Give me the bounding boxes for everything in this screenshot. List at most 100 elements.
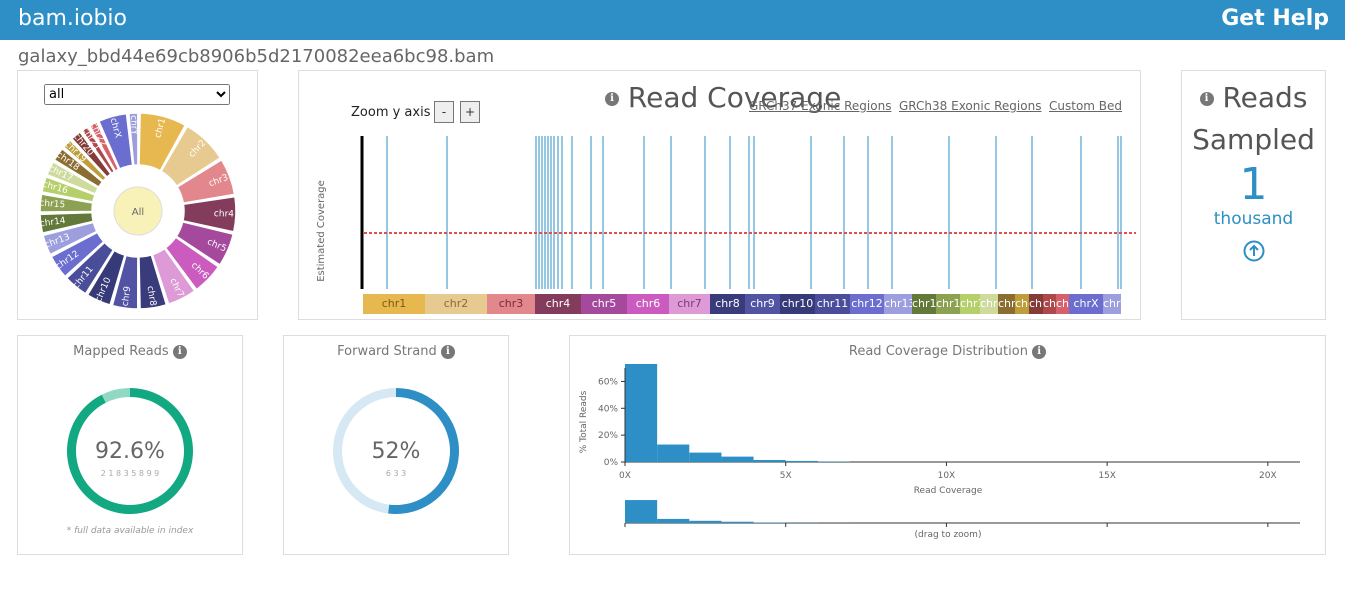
- donut-segment-chrY[interactable]: chrY: [128, 112, 139, 167]
- chromosome-donut[interactable]: chr1chr2chr3chr4chr5chr6chr7chr8chr9chr1…: [18, 71, 259, 321]
- coverage-distribution-card: Read Coverage Distribution i % Total Rea…: [569, 335, 1326, 555]
- histogram-bar: [753, 459, 786, 462]
- info-icon[interactable]: i: [605, 92, 619, 106]
- donut-segment-chr13[interactable]: chr13: [42, 221, 98, 256]
- chromosome-tab-chr6[interactable]: chr6: [627, 294, 669, 314]
- chromosome-tab-chr17[interactable]: chr17: [980, 294, 998, 314]
- donut-segment-chr1[interactable]: chr1: [138, 112, 187, 172]
- zoom-y-axis-label: Zoom y axis: [351, 105, 431, 120]
- forward-strand-title: Forward Strand i: [284, 344, 508, 359]
- histogram-y-axis-label: % Total Reads: [579, 390, 589, 453]
- coverage-y-axis-label: Estimated Coverage: [316, 180, 327, 282]
- get-help-link[interactable]: Get Help: [1221, 6, 1329, 31]
- gauge-remainder: [332, 388, 396, 514]
- info-icon[interactable]: i: [1032, 344, 1047, 359]
- histogram-bar: [785, 460, 818, 462]
- donut-segment-chr16[interactable]: chr16: [41, 175, 96, 203]
- chromosome-tab-chr9[interactable]: chr9: [745, 294, 780, 314]
- donut-segment-chr4[interactable]: chr4: [182, 195, 237, 233]
- drag-to-zoom-label: (drag to zoom): [915, 530, 982, 540]
- histogram-x-axis-label: Read Coverage: [914, 486, 983, 496]
- histogram-bar: [657, 444, 690, 462]
- donut-center-all[interactable]: All: [113, 186, 163, 236]
- chromosome-tab-chrY[interactable]: chrY: [1103, 294, 1121, 314]
- reads-sampled-unit: thousand: [1213, 209, 1294, 229]
- y-tick-label: 40%: [598, 404, 618, 414]
- chromosome-tab-chr7[interactable]: chr7: [669, 294, 710, 314]
- coverage-plot[interactable]: Estimated Coverage: [299, 71, 1142, 321]
- donut-segment-chrX[interactable]: chrX: [97, 112, 134, 170]
- mapped-reads-title: Mapped Reads i: [18, 344, 242, 359]
- donut-segment-chr14[interactable]: chr14: [39, 211, 95, 234]
- chromosome-select[interactable]: all: [44, 84, 230, 105]
- custom-bed-link[interactable]: Custom Bed: [1049, 99, 1123, 113]
- coverage-distribution-title: Read Coverage Distribution i: [570, 344, 1325, 359]
- donut-segment-chr11[interactable]: chr11: [65, 241, 115, 295]
- chromosome-tab-chr19[interactable]: chr19: [1015, 294, 1029, 314]
- chromosome-tab-chr13[interactable]: chr13: [884, 294, 912, 314]
- donut-segment-label: chr8: [144, 285, 157, 307]
- chromosome-tab-chr21[interactable]: chr21: [1043, 294, 1056, 314]
- brush-bar: [625, 500, 658, 523]
- x-tick-label: 15X: [1098, 471, 1116, 481]
- donut-segment-chr5[interactable]: chr5: [175, 220, 235, 266]
- reads-sampled-title-line2: Sampled: [1192, 123, 1315, 156]
- zoom-out-button[interactable]: -: [434, 101, 454, 123]
- x-tick-label: 0X: [619, 471, 631, 481]
- chromosome-selector-card: all chr1 chr2 chr3 chr4 chr5 chr6 chr7 chr8 chr9…: [17, 70, 258, 320]
- mapped-reads-footnote: * full data available in index: [66, 526, 194, 536]
- chromosome-tab-chr4[interactable]: chr4: [535, 294, 581, 314]
- read-coverage-title: i Read Coverage: [605, 81, 841, 114]
- donut-segment-chr15[interactable]: chr15: [39, 193, 94, 213]
- x-tick-label: 20X: [1259, 471, 1277, 481]
- grch38-exonic-regions-link[interactable]: GRCh38 Exonic Regions: [899, 99, 1042, 113]
- grch37-exonic-regions-link[interactable]: GRCh37 Exonic Regions: [749, 99, 892, 113]
- info-icon[interactable]: i: [1199, 92, 1214, 106]
- donut-segment-chr6[interactable]: chr6: [164, 236, 220, 291]
- forward-strand-card: Forward Strand i 52% 6 3 3: [283, 335, 509, 555]
- brush-bar: [657, 518, 690, 523]
- histogram-bar: [625, 363, 658, 462]
- donut-segment-chr8[interactable]: chr8: [138, 254, 168, 310]
- sample-more-icon[interactable]: [1243, 240, 1265, 262]
- reads-sampled-card: i Reads Sampled 1 thousand: [1181, 70, 1326, 320]
- chromosome-tab-chr14[interactable]: chr14: [912, 294, 936, 314]
- chromosome-tab-chr8[interactable]: chr8: [710, 294, 745, 314]
- mapped-reads-donut: 92.6% 2 1 8 3 5 8 9 9: [67, 388, 193, 514]
- zoom-in-button[interactable]: +: [460, 101, 480, 123]
- chromosome-tab-chr15[interactable]: chr15: [936, 294, 960, 314]
- chromosome-tab-chr12[interactable]: chr12: [850, 294, 884, 314]
- chromosome-tab-chr18[interactable]: chr18: [998, 294, 1015, 314]
- chromosome-tab-chr16[interactable]: chr16: [960, 294, 980, 314]
- forward-strand-percent: 52%: [372, 439, 421, 464]
- forward-strand-donut: 52% 6 3 3: [332, 388, 459, 514]
- donut-segment-chr9[interactable]: chr9: [111, 254, 139, 310]
- donut-segment-chr7[interactable]: chr7: [151, 247, 196, 306]
- info-icon[interactable]: i: [172, 344, 187, 359]
- info-icon[interactable]: i: [440, 344, 455, 359]
- chromosome-tab-chr2[interactable]: chr2: [425, 294, 487, 314]
- y-tick-label: 60%: [598, 377, 618, 387]
- read-coverage-card: i Read Coverage Zoom y axis - + GRCh37 E…: [298, 70, 1141, 320]
- chromosome-tab-chr5[interactable]: chr5: [581, 294, 627, 314]
- donut-segment-chr3[interactable]: chr3: [176, 158, 236, 205]
- donut-segment-chr12[interactable]: chr12: [50, 231, 105, 278]
- chromosome-tab-chr10[interactable]: chr10: [780, 294, 815, 314]
- x-tick-label: 10X: [938, 471, 956, 481]
- chromosome-tab-chr22[interactable]: chr22: [1056, 294, 1069, 314]
- coverage-distribution-chart[interactable]: % Total Reads Read Coverage (drag to zoo…: [570, 336, 1327, 556]
- donut-segment-chr10[interactable]: chr10: [86, 249, 126, 306]
- gauge-remainder: [101, 388, 130, 403]
- chromosome-tab-chr11[interactable]: chr11: [815, 294, 850, 314]
- app-title[interactable]: bam.iobio: [18, 6, 127, 31]
- chromosome-tab-chr20[interactable]: chr20: [1029, 294, 1043, 314]
- chromosome-tab-chr3[interactable]: chr3: [487, 294, 535, 314]
- brush-bar: [721, 521, 754, 523]
- donut-segment-label: chr15: [39, 198, 66, 210]
- chromosome-tab-chr1[interactable]: chr1: [363, 294, 425, 314]
- brush-bar: [689, 520, 722, 523]
- histogram-bar: [689, 452, 722, 462]
- chromosome-tab-chrX[interactable]: chrX: [1069, 294, 1103, 314]
- donut-center-label: All: [132, 207, 144, 218]
- donut-segment-chr2[interactable]: chr2: [160, 125, 222, 188]
